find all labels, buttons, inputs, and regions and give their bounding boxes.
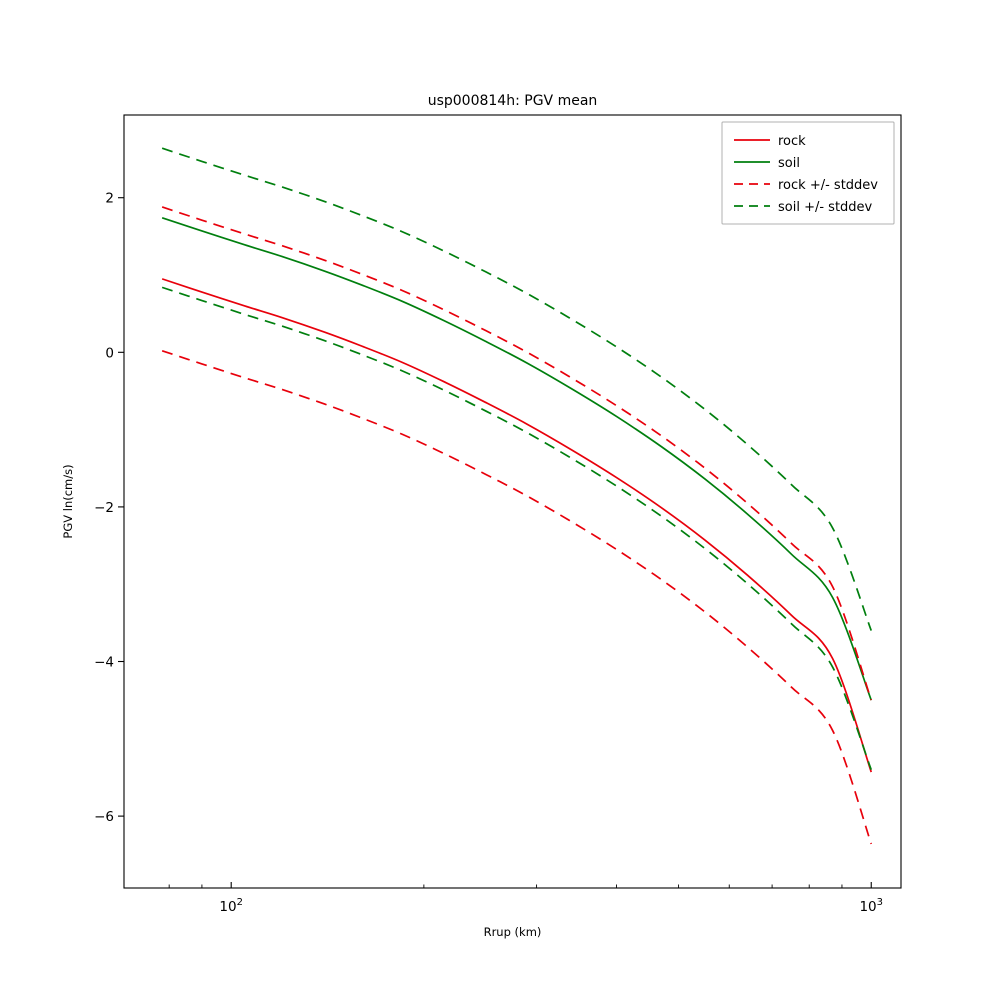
- plot-area: 102 103 2 0 −2 −4 −6 Rrup (km) PGV ln(cm/s) usp00…: [61, 93, 902, 939]
- chart-title: usp000814h: PGV mean: [428, 93, 598, 109]
- x-tick-label: 102: [219, 897, 243, 915]
- legend-label-1: soil: [778, 156, 800, 171]
- series-line-4: [161, 147, 873, 631]
- legend-label-0: rock: [778, 134, 806, 149]
- series-line-0: [161, 278, 873, 773]
- y-tick-label: −2: [94, 500, 114, 516]
- y-tick-label: 2: [105, 191, 114, 207]
- x-tick-label: 103: [859, 897, 883, 915]
- legend-label-2: rock +/- stddev: [778, 178, 878, 193]
- x-axis-label: Rrup (km): [484, 925, 542, 939]
- series-line-3: [161, 349, 873, 845]
- y-axis-label: PGV ln(cm/s): [61, 464, 75, 538]
- series-line-1: [161, 217, 873, 701]
- series-line-2: [161, 206, 873, 701]
- legend-label-3: soil +/- stddev: [778, 200, 873, 215]
- y-tick-label: 0: [105, 345, 114, 361]
- legend-box: [721, 121, 895, 225]
- series-layer: [161, 147, 873, 845]
- y-tick-label: −6: [94, 809, 114, 825]
- axes-frame: [123, 114, 902, 889]
- series-line-5: [161, 286, 873, 771]
- y-tick-label: −4: [94, 655, 114, 671]
